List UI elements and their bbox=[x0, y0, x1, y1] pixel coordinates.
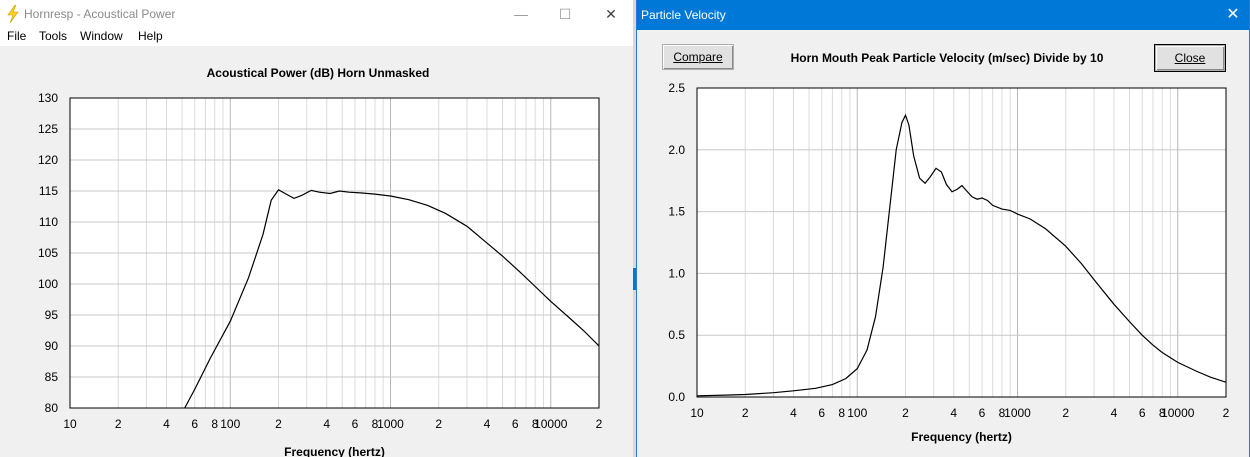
x-tick-label: 6 bbox=[191, 417, 198, 431]
x-tick-label: 6 bbox=[818, 406, 825, 420]
x-tick-label: 6 bbox=[979, 406, 986, 420]
lightning-icon bbox=[7, 5, 19, 23]
y-tick-label: 115 bbox=[39, 184, 58, 198]
x-tick-label: 2 bbox=[1062, 406, 1069, 420]
x-tick-label: 2 bbox=[742, 406, 749, 420]
x-tick-label: 6 bbox=[352, 417, 359, 431]
pv-window-title: Particle Velocity bbox=[641, 8, 726, 22]
x-tick-label: 100 bbox=[220, 417, 240, 431]
x-tick-label: 4 bbox=[163, 417, 170, 431]
x-tick-label: 6 bbox=[1139, 406, 1146, 420]
y-tick-label: 90 bbox=[45, 339, 59, 353]
x-tick-label: 4 bbox=[484, 417, 491, 431]
series-line-0 bbox=[697, 113, 1226, 397]
menubar: File Tools Window Help bbox=[0, 28, 636, 46]
menu-help[interactable]: Help bbox=[138, 29, 163, 43]
plot-frame bbox=[69, 97, 600, 409]
x-tick-label: 2 bbox=[275, 417, 282, 431]
x-tick-label: 4 bbox=[790, 406, 797, 420]
pv-chart-header: Horn Mouth Peak Particle Velocity (m/sec… bbox=[790, 51, 1104, 65]
x-tick-label: 1000 bbox=[1004, 406, 1031, 420]
plot-background bbox=[697, 88, 1226, 397]
close-button[interactable]: ✕ bbox=[605, 6, 617, 22]
minimize-button[interactable]: — bbox=[514, 6, 528, 22]
y-tick-label: 105 bbox=[38, 246, 58, 260]
plot-frame bbox=[696, 87, 1227, 398]
x-tick-label: 2 bbox=[902, 406, 909, 420]
x-tick-label: 8 bbox=[532, 417, 539, 431]
menu-window[interactable]: Window bbox=[80, 29, 123, 43]
x-tick-label: 4 bbox=[323, 417, 330, 431]
y-tick-label: 2.5 bbox=[668, 81, 685, 95]
close-button[interactable]: Close bbox=[1154, 44, 1226, 72]
pv-titlebar[interactable]: Particle Velocity ✕ bbox=[637, 0, 1249, 30]
main-titlebar[interactable]: Hornresp - Acoustical Power — ☐ ✕ bbox=[0, 0, 636, 28]
y-tick-label: 1.5 bbox=[668, 205, 685, 219]
window-divider bbox=[633, 0, 637, 457]
y-tick-label: 100 bbox=[38, 277, 58, 291]
x-tick-label: 8 bbox=[999, 406, 1006, 420]
x-tick-label: 8 bbox=[372, 417, 379, 431]
main-window: Hornresp - Acoustical Power — ☐ ✕ File T… bbox=[0, 0, 636, 457]
y-tick-label: 0.0 bbox=[668, 390, 685, 404]
menu-file[interactable]: File bbox=[7, 29, 27, 43]
x-tick-label: 10 bbox=[690, 406, 704, 420]
window-title: Hornresp - Acoustical Power bbox=[24, 7, 176, 21]
x-tick-label: 2 bbox=[435, 417, 442, 431]
x-tick-label: 8 bbox=[838, 406, 845, 420]
chart-title: Acoustical Power (dB) Horn Unmasked bbox=[206, 66, 430, 80]
x-tick-label: 1000 bbox=[377, 417, 404, 431]
x-tick-label: 4 bbox=[1111, 406, 1118, 420]
particle-velocity-window: Particle Velocity ✕ Compare Horn Mouth P… bbox=[636, 0, 1250, 457]
x-tick-label: 8 bbox=[1159, 406, 1166, 420]
y-tick-label: 0.5 bbox=[668, 328, 685, 342]
main-plot-area: Acoustical Power (dB) Horn Unmasked 130 1… bbox=[0, 46, 636, 457]
y-tick-label: 125 bbox=[38, 122, 58, 136]
x-tick-label: 10 bbox=[63, 417, 77, 431]
y-tick-label: 110 bbox=[39, 215, 58, 229]
y-tick-label: 130 bbox=[38, 91, 58, 105]
y-tick-label: 1.0 bbox=[668, 266, 685, 280]
x-tick-label: 10000 bbox=[534, 417, 568, 431]
x-tick-label: 2 bbox=[1223, 406, 1230, 420]
x-tick-label: 2 bbox=[596, 417, 603, 431]
x-axis-label: Frequency (hertz) bbox=[911, 430, 1012, 444]
x-tick-label: 4 bbox=[950, 406, 957, 420]
y-tick-label: 2.0 bbox=[668, 143, 685, 157]
compare-button[interactable]: Compare bbox=[662, 44, 734, 70]
x-tick-label: 8 bbox=[211, 417, 218, 431]
y-tick-label: 80 bbox=[45, 401, 59, 415]
x-tick-label: 2 bbox=[115, 417, 122, 431]
y-tick-label: 120 bbox=[38, 153, 58, 167]
pv-titlebar-close-button[interactable]: ✕ bbox=[1226, 6, 1240, 23]
x-axis-label: Frequency (hertz) bbox=[284, 445, 385, 457]
x-tick-label: 10000 bbox=[1161, 406, 1195, 420]
maximize-button[interactable]: ☐ bbox=[558, 6, 572, 22]
divider-accent bbox=[633, 268, 636, 290]
y-tick-label: 85 bbox=[45, 370, 59, 384]
series-line-0 bbox=[184, 189, 599, 408]
y-tick-label: 95 bbox=[45, 308, 59, 322]
menu-tools[interactable]: Tools bbox=[39, 29, 68, 43]
x-tick-label: 100 bbox=[847, 406, 867, 420]
x-tick-label: 6 bbox=[512, 417, 519, 431]
